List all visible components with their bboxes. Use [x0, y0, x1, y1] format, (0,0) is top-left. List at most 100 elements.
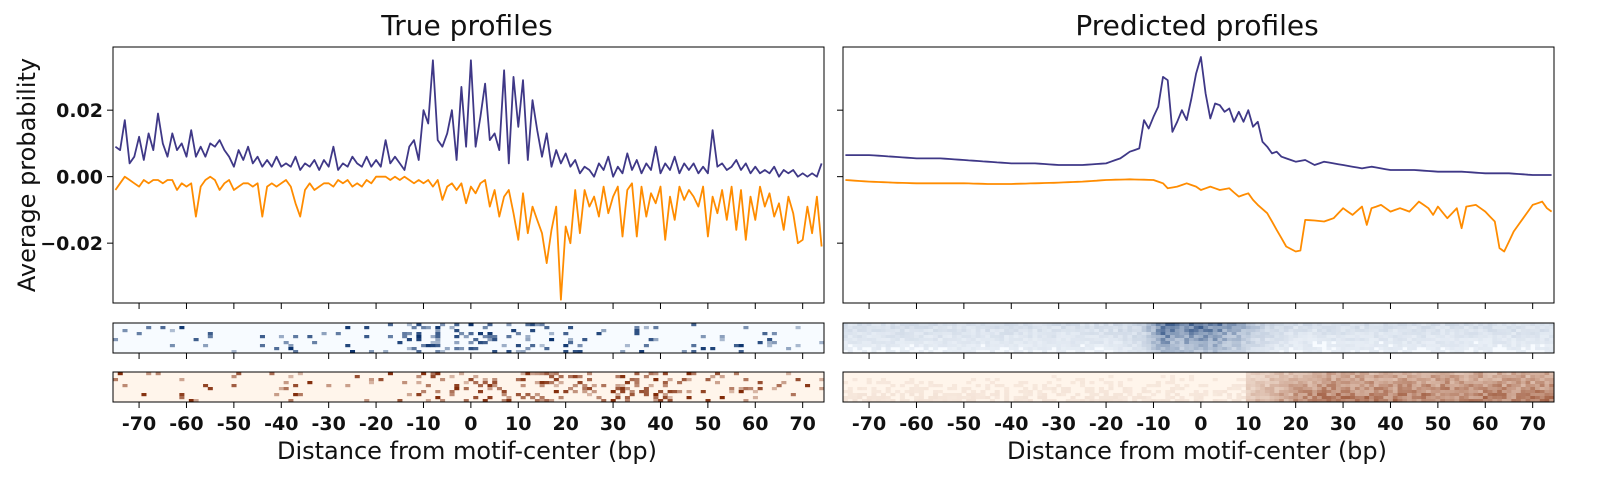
heatmap-cell — [1468, 323, 1474, 327]
heatmap-cell — [1236, 378, 1242, 382]
heatmap-cell — [1454, 326, 1460, 330]
heatmap-cell — [1108, 396, 1114, 400]
heatmap-cell — [1359, 399, 1365, 403]
heatmap-cell — [658, 390, 664, 394]
heatmap-cell — [643, 326, 649, 330]
heatmap-cell — [880, 323, 886, 327]
heatmap-cell — [1383, 396, 1389, 400]
heatmap-cell — [1283, 396, 1289, 400]
heatmap-cell — [1094, 399, 1100, 403]
heatmap-cell — [1530, 387, 1536, 391]
heatmap-cell — [1203, 347, 1209, 351]
heatmap-cell — [1345, 338, 1351, 342]
heatmap-cell — [1430, 332, 1436, 336]
heatmap-cell — [1108, 338, 1114, 342]
heatmap-cell — [890, 341, 896, 345]
heatmap-cell — [1070, 335, 1076, 339]
heatmap-cell — [1283, 347, 1289, 351]
heatmap-cell — [1298, 347, 1304, 351]
heatmap-cell — [1151, 323, 1157, 327]
heatmap-cell — [1293, 323, 1299, 327]
heatmap-cell — [1392, 390, 1398, 394]
heatmap-cell — [1184, 384, 1190, 388]
heatmap-cell — [909, 335, 915, 339]
heatmap-cell — [169, 329, 175, 333]
heatmap-cell — [1127, 332, 1133, 336]
heatmap-cell — [387, 372, 393, 376]
heatmap-cell — [1293, 338, 1299, 342]
heatmap-cell — [1459, 341, 1465, 345]
heatmap-cell — [871, 347, 877, 351]
heatmap-cell — [435, 332, 441, 336]
heatmap-cell — [1184, 323, 1190, 327]
heatmap-cell — [1520, 335, 1526, 339]
heatmap-cell — [980, 338, 986, 342]
heatmap-cell — [1302, 323, 1308, 327]
heatmap-cell — [1530, 375, 1536, 379]
heatmap-cell — [980, 390, 986, 394]
heatmap-cell — [1274, 390, 1280, 394]
heatmap-cell — [1160, 399, 1166, 403]
heatmap-cell — [1497, 338, 1503, 342]
heatmap-cell — [1364, 375, 1370, 379]
heatmap-cell — [767, 338, 773, 342]
heatmap-cell — [1511, 396, 1517, 400]
heatmap-cell — [1027, 390, 1033, 394]
heatmap-cell — [1288, 390, 1294, 394]
x-tick-label: 10 — [1235, 413, 1261, 435]
heatmap-cell — [1103, 381, 1109, 385]
heatmap-cell — [1279, 381, 1285, 385]
heatmap-cell — [989, 381, 995, 385]
heatmap-cell — [1222, 350, 1228, 354]
heatmap-cell — [416, 381, 422, 385]
heatmap-cell — [1212, 344, 1218, 348]
heatmap-cell — [1141, 390, 1147, 394]
heatmap-cell — [1492, 387, 1498, 391]
heatmap-cell — [871, 323, 877, 327]
heatmap-cell — [1207, 329, 1214, 333]
heatmap-cell — [1487, 384, 1493, 388]
heatmap-cell — [1075, 329, 1081, 333]
heatmap-cell — [1170, 387, 1176, 391]
heatmap-cell — [1312, 350, 1318, 354]
heatmap-cell — [1122, 332, 1128, 336]
heatmap-cell — [477, 341, 484, 345]
heatmap-cell — [482, 326, 488, 330]
heatmap-cell — [525, 323, 531, 327]
heatmap-cell — [1426, 393, 1432, 397]
heatmap-cell — [1530, 326, 1536, 330]
heatmap-cell — [1061, 326, 1067, 330]
heatmap-cell — [1340, 338, 1346, 342]
heatmap-cell — [890, 329, 896, 333]
heatmap-cell — [1155, 323, 1161, 327]
heatmap-cell — [1051, 399, 1057, 403]
heatmap-cell — [947, 347, 953, 351]
heatmap-cell — [1264, 329, 1270, 333]
heatmap-cell — [1084, 329, 1090, 333]
heatmap-cell — [1146, 399, 1152, 403]
heatmap-cell — [937, 329, 943, 333]
heatmap-cell — [1463, 378, 1469, 382]
heatmap-cell — [1388, 393, 1394, 397]
heatmap-cell — [520, 378, 526, 382]
heatmap-cell — [1103, 390, 1109, 394]
heatmap-cell — [933, 384, 939, 388]
heatmap-cell — [1132, 338, 1138, 342]
heatmap-cell — [1335, 332, 1341, 336]
heatmap-cell — [1468, 372, 1474, 376]
heatmap-cell — [416, 323, 422, 327]
heatmap-cell — [1321, 399, 1327, 403]
heatmap-cell — [1023, 326, 1029, 330]
heatmap-cell — [269, 372, 275, 376]
heatmap-cell — [1516, 329, 1522, 333]
heatmap-cell — [1103, 332, 1109, 336]
heatmap-cell — [1416, 375, 1422, 379]
heatmap-cell — [1482, 350, 1488, 354]
heatmap-cell — [914, 384, 920, 388]
heatmap-cell — [843, 396, 849, 400]
heatmap-cell — [1027, 341, 1033, 345]
heatmap-cell — [1539, 387, 1545, 391]
heatmap-cell — [1535, 390, 1541, 394]
x-tick-label: 40 — [647, 413, 673, 435]
heatmap-cell — [620, 390, 626, 394]
